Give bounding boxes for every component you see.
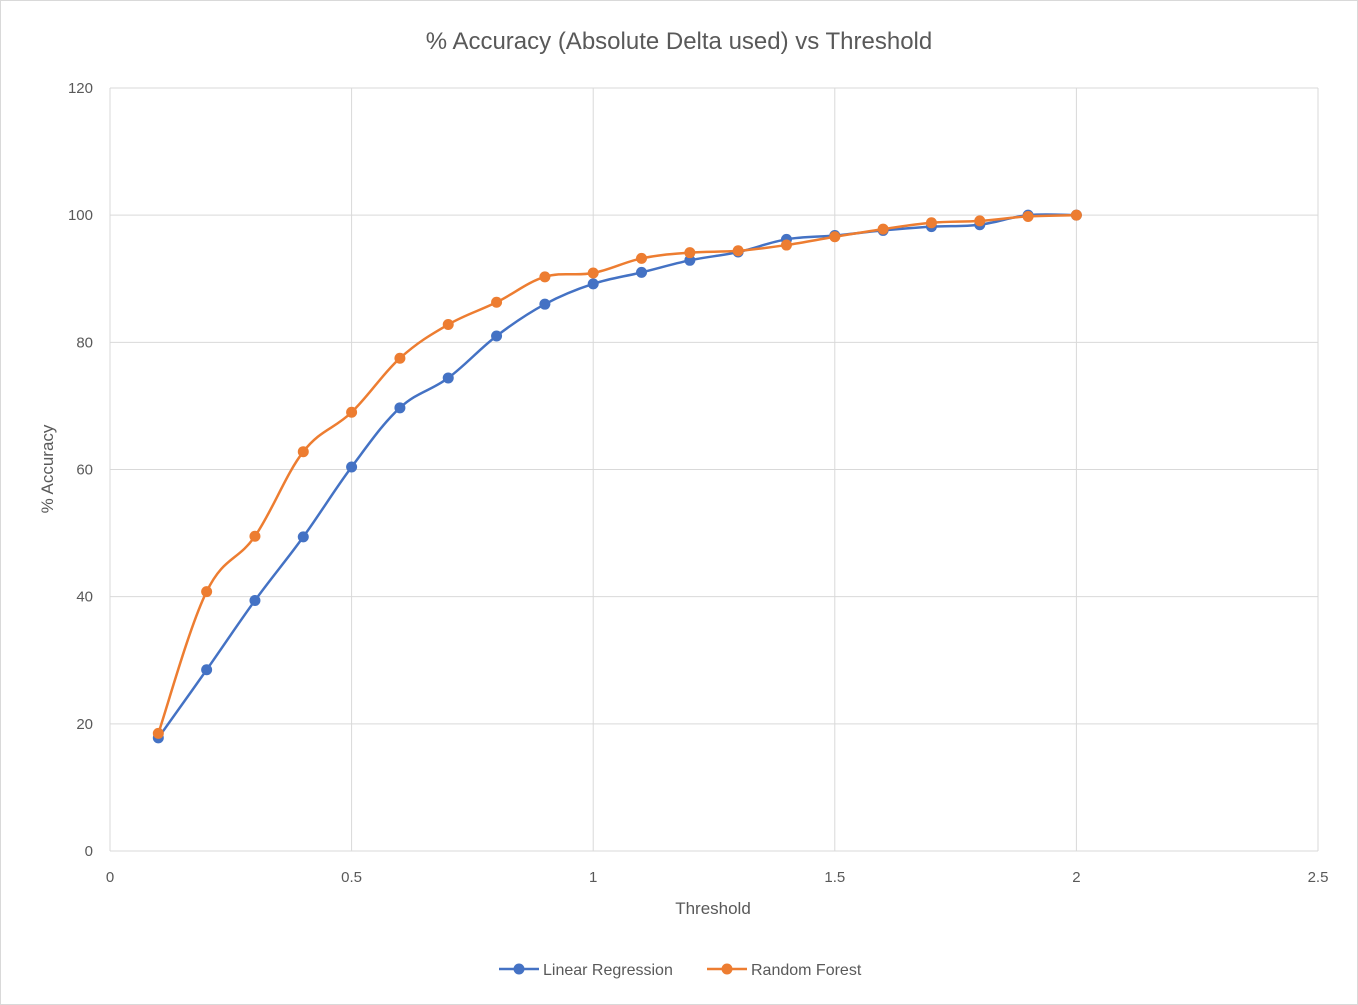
y-tick-label: 60 xyxy=(76,462,93,479)
data-point xyxy=(684,254,696,266)
data-point xyxy=(636,266,648,278)
chart-title: % Accuracy (Absolute Delta used) vs Thre… xyxy=(426,28,932,55)
x-tick-label: 1 xyxy=(589,869,597,886)
y-tick-label: 0 xyxy=(85,843,93,860)
y-tick-label: 20 xyxy=(76,716,93,733)
y-axis-label: % Accuracy xyxy=(38,424,57,513)
data-point xyxy=(1070,209,1082,221)
series-1 xyxy=(152,209,1082,744)
data-point xyxy=(394,352,406,364)
data-point xyxy=(297,531,309,543)
data-point xyxy=(587,267,599,279)
data-point xyxy=(249,594,261,606)
legend: Linear Regression Random Forest xyxy=(499,962,862,979)
x-tick-label: 0 xyxy=(106,869,114,886)
y-tick-label: 40 xyxy=(76,589,93,606)
x-axis-label: Threshold xyxy=(675,899,751,918)
legend-swatch-marker xyxy=(513,963,525,975)
x-tick-label: 2 xyxy=(1072,869,1080,886)
data-point xyxy=(539,271,551,283)
series-group xyxy=(152,209,1082,744)
legend-label: Linear Regression xyxy=(543,962,673,979)
legend-item: Linear Regression xyxy=(499,962,673,979)
data-point xyxy=(780,239,792,251)
y-tick-label: 80 xyxy=(76,334,93,351)
data-point xyxy=(346,461,358,473)
x-tick-label: 2.5 xyxy=(1308,869,1329,886)
x-tick-label: 0.5 xyxy=(341,869,362,886)
legend-item: Random Forest xyxy=(707,962,862,979)
series-line xyxy=(157,213,1077,739)
x-tick-label: 1.5 xyxy=(824,869,845,886)
data-point xyxy=(442,319,454,331)
data-point xyxy=(346,406,358,418)
data-point xyxy=(491,330,503,342)
data-point xyxy=(201,586,213,598)
data-point xyxy=(394,402,406,414)
data-point xyxy=(1022,210,1034,222)
data-point xyxy=(636,252,648,264)
data-point xyxy=(925,217,937,229)
legend-label: Random Forest xyxy=(751,962,862,979)
data-point xyxy=(152,727,164,739)
x-axis-ticks: 0 0.5 1 1.5 2 2.5 xyxy=(106,869,1329,886)
data-point xyxy=(732,245,744,257)
legend-swatch-marker xyxy=(721,963,733,975)
data-point xyxy=(491,296,503,308)
data-point xyxy=(249,530,261,542)
data-point xyxy=(442,372,454,384)
data-point xyxy=(201,664,213,676)
data-point xyxy=(829,231,841,243)
y-axis-ticks: 0 20 40 60 80 100 120 xyxy=(68,80,93,860)
data-point xyxy=(297,446,309,458)
series-2 xyxy=(152,209,1082,739)
data-point xyxy=(684,247,696,259)
y-tick-label: 100 xyxy=(68,207,93,224)
data-point xyxy=(539,298,551,310)
series-line xyxy=(157,213,1077,734)
data-point xyxy=(877,223,889,235)
data-point xyxy=(587,278,599,290)
y-tick-label: 120 xyxy=(68,80,93,97)
data-point xyxy=(974,215,986,227)
